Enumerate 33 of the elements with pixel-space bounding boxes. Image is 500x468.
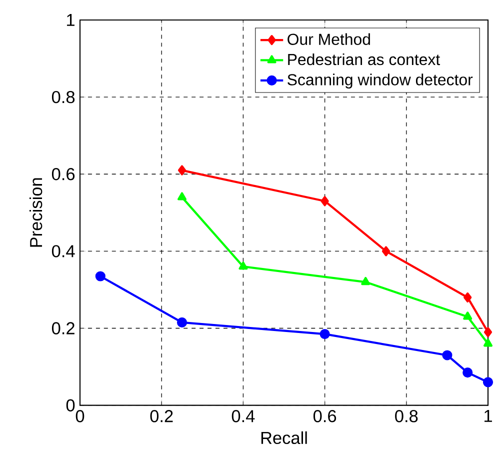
point (177, 192, 187, 200)
point (361, 276, 370, 286)
x-tick-label: 1 (484, 410, 492, 422)
y-tick-label: 0.6 (52, 168, 75, 180)
point (178, 165, 186, 176)
point (442, 350, 452, 360)
y-tick-label: 0.2 (52, 322, 74, 334)
legend-label: Pedestrian as context (288, 53, 440, 66)
point (95, 271, 106, 282)
point (464, 292, 472, 302)
point (238, 262, 248, 270)
x-tick-label: 0 (76, 410, 84, 422)
legend-label: Scanning window detector (288, 74, 473, 89)
point (483, 338, 493, 347)
point (462, 368, 473, 378)
legend-label: Our Method (288, 33, 370, 45)
point (484, 327, 492, 338)
y-tick-label: 0.4 (52, 245, 75, 258)
point (320, 196, 329, 206)
y-tick-label: 0 (66, 399, 75, 412)
x-tick-label: 0.2 (150, 410, 173, 422)
x-tick-label: 0.4 (232, 410, 255, 422)
x-tick-label: 0.6 (313, 410, 336, 422)
point (463, 312, 472, 320)
x-axis-title: Recall (261, 431, 307, 444)
y-tick-label: 0.8 (52, 90, 75, 104)
y-axis-title: Precision (29, 178, 42, 247)
point (176, 317, 188, 328)
x-tick-label: 0.8 (395, 410, 418, 422)
point (382, 246, 390, 256)
point (482, 377, 494, 388)
point (320, 329, 330, 340)
y-tick-label: 1 (67, 14, 74, 26)
